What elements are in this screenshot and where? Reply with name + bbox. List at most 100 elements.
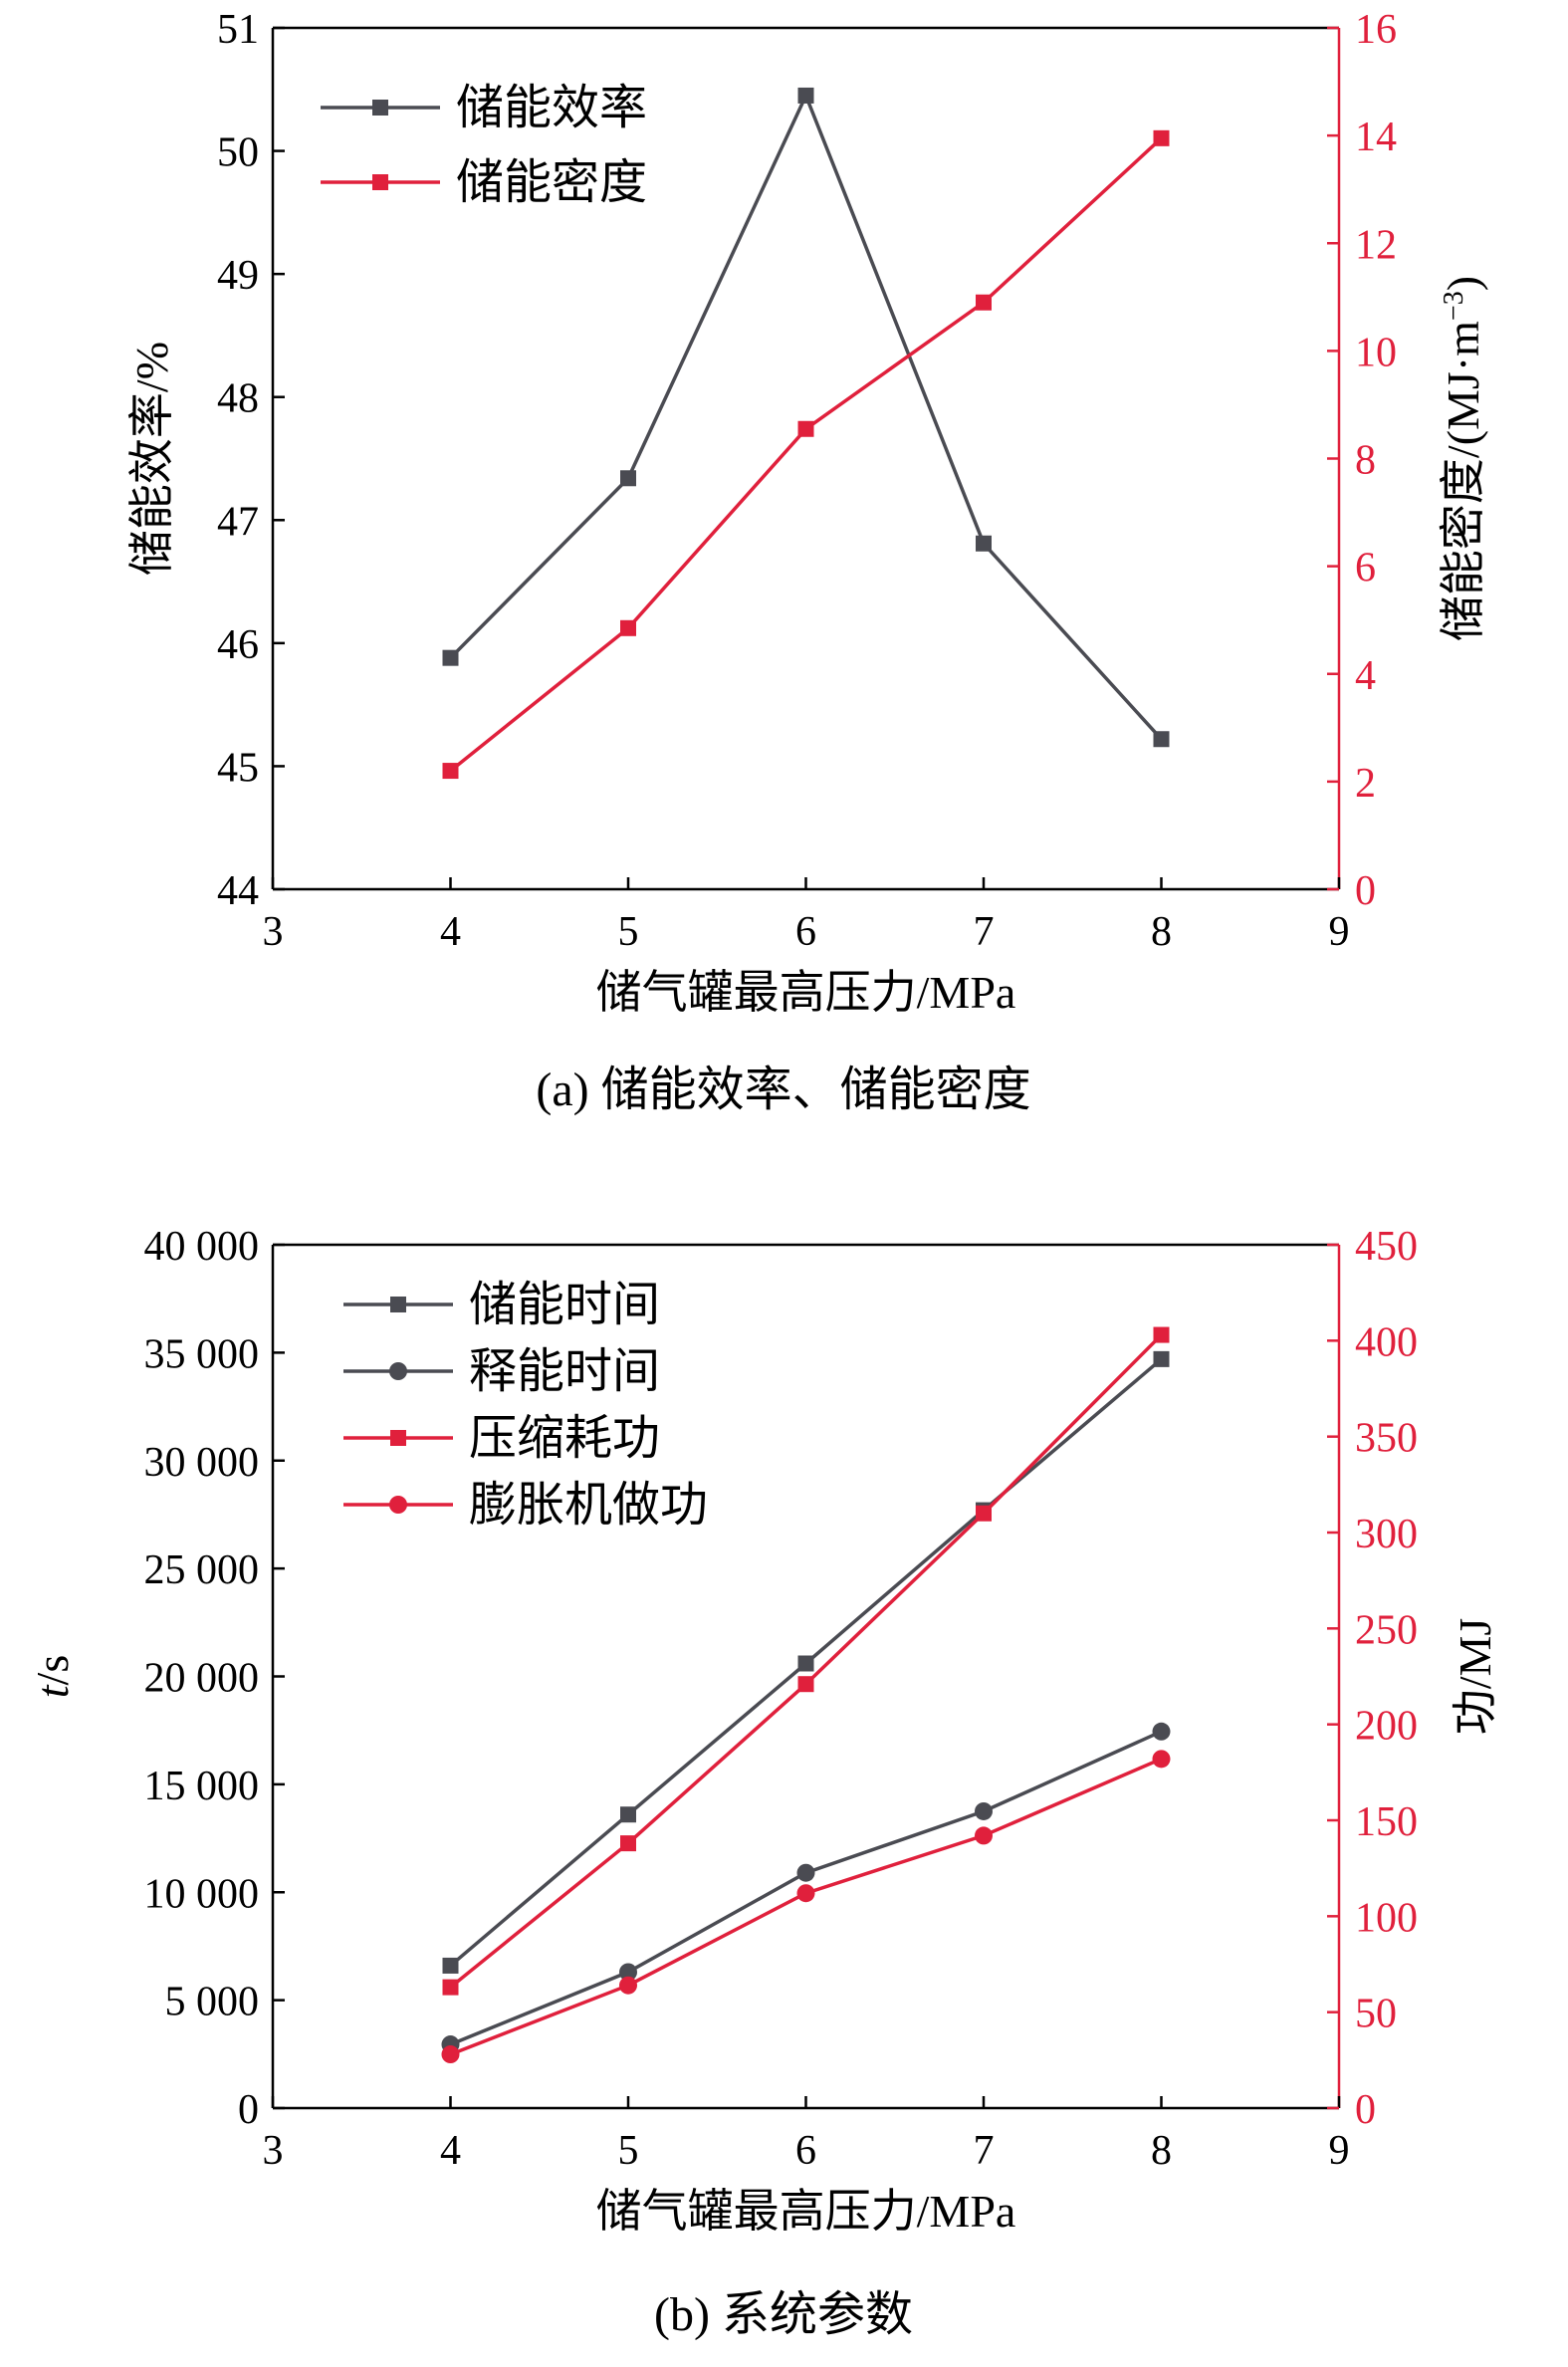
data-point — [620, 1835, 636, 1852]
y-right-tick-label: 0 — [1355, 868, 1376, 914]
y-right-tick-label: 450 — [1355, 1224, 1418, 1270]
y-right-axis-label-sup: −3 — [1439, 291, 1469, 321]
data-point — [976, 294, 992, 311]
x-tick-label: 8 — [1151, 2128, 1172, 2174]
y-left-tick-label: 51 — [217, 7, 259, 53]
y-right-axis-label-main: 功/MJ — [1450, 1618, 1500, 1736]
y-left-tick-label: 25 000 — [144, 1547, 260, 1593]
y-right-tick-label: 16 — [1355, 7, 1397, 53]
data-point — [1153, 731, 1170, 748]
x-tick-label: 6 — [795, 909, 816, 955]
y-right-tick-label: 4 — [1355, 653, 1376, 699]
x-tick-label: 4 — [440, 909, 461, 955]
y-left-tick-label: 35 000 — [144, 1331, 260, 1377]
y-left-tick-label: 46 — [217, 622, 259, 668]
data-point — [1152, 1722, 1171, 1741]
legend-marker — [372, 100, 388, 116]
data-point — [620, 470, 636, 487]
data-point — [442, 1979, 459, 1996]
y-left-tick-label: 0 — [238, 2087, 259, 2133]
y-right-axis-label: 储能密度/(MJ·m−3) — [1438, 276, 1488, 641]
legend-marker — [390, 1297, 406, 1312]
x-tick-label: 3 — [263, 2128, 284, 2174]
x-tick-label: 9 — [1329, 2128, 1350, 2174]
legend-marker — [372, 174, 388, 190]
series-line — [449, 1757, 1163, 2056]
data-point — [1152, 1750, 1171, 1769]
chart-caption: (a) 储能效率、储能密度 — [536, 1064, 1030, 1116]
data-point — [796, 1863, 815, 1882]
data-point — [1153, 1326, 1170, 1343]
legend-label: 储能密度 — [456, 156, 647, 209]
y-right-tick-label: 250 — [1355, 1607, 1418, 1653]
legend-label: 膨胀机做功 — [469, 1479, 708, 1532]
x-tick-label: 5 — [618, 2128, 639, 2174]
y-right-tick-label: 300 — [1355, 1512, 1418, 1557]
y-right-tick-label: 150 — [1355, 1799, 1418, 1845]
x-tick-label: 4 — [440, 2128, 461, 2174]
data-point — [620, 1806, 636, 1823]
y-right-tick-label: 12 — [1355, 222, 1397, 268]
y-right-tick-label: 2 — [1355, 761, 1376, 807]
x-tick-label: 7 — [974, 2128, 995, 2174]
x-tick-label: 7 — [974, 909, 995, 955]
data-point — [442, 1957, 459, 1974]
y-right-tick-label: 8 — [1355, 438, 1376, 484]
data-point — [796, 1884, 815, 1903]
data-point — [619, 1976, 637, 1995]
legend-marker — [389, 1496, 407, 1514]
y-right-tick-label: 350 — [1355, 1416, 1418, 1462]
x-tick-label: 8 — [1151, 909, 1172, 955]
data-point — [1153, 129, 1170, 146]
y-left-tick-label: 10 000 — [144, 1871, 260, 1917]
y-right-axis-label-close: ) — [1438, 276, 1488, 291]
data-point — [620, 619, 636, 636]
data-point — [442, 763, 459, 780]
x-tick-label: 9 — [1329, 909, 1350, 955]
chart-a: 3 4 5 6 7 8 944454647484950510246810121416储气罐最… — [126, 7, 1488, 1116]
legend-marker — [390, 1430, 406, 1446]
y-left-tick-label: 40 000 — [144, 1224, 260, 1270]
y-left-tick-label: 50 — [217, 130, 259, 176]
y-right-tick-label: 100 — [1355, 1895, 1418, 1941]
x-axis-label: 储气罐最高压力/MPa — [596, 2186, 1016, 2237]
y-left-tick-label: 48 — [217, 376, 259, 422]
x-tick-label: 5 — [618, 909, 639, 955]
x-axis-label: 储气罐最高压力/MPa — [596, 967, 1016, 1018]
x-tick-label: 6 — [795, 2128, 816, 2174]
data-point — [1153, 1350, 1170, 1367]
y-right-tick-label: 0 — [1355, 2087, 1376, 2133]
y-right-tick-label: 10 — [1355, 330, 1397, 375]
legend-label: 压缩耗功 — [469, 1412, 660, 1465]
y-right-axis-label: 功/MJ — [1450, 1618, 1500, 1736]
y-left-tick-label: 15 000 — [144, 1764, 260, 1809]
y-left-axis-label-unit: /s — [27, 1655, 78, 1686]
series-line — [449, 136, 1163, 773]
x-tick-label: 3 — [263, 909, 284, 955]
y-left-tick-label: 47 — [217, 499, 259, 545]
y-left-tick-label: 45 — [217, 745, 259, 791]
y-left-tick-label: 49 — [217, 253, 259, 299]
data-point — [976, 535, 992, 552]
data-point — [619, 1963, 637, 1982]
legend-label: 储能时间 — [469, 1279, 660, 1331]
data-point — [975, 1826, 993, 1845]
data-point — [797, 1655, 814, 1672]
y-left-tick-label: 44 — [217, 868, 259, 914]
y-left-tick-label: 5 000 — [165, 1980, 260, 2025]
y-left-axis-label: 储能效率/% — [126, 342, 177, 576]
chart-caption: (b) 系统参数 — [654, 2288, 913, 2341]
y-right-tick-label: 14 — [1355, 115, 1397, 160]
y-right-tick-label: 6 — [1355, 546, 1376, 592]
data-point — [797, 1676, 814, 1693]
data-point — [797, 420, 814, 437]
y-left-tick-label: 20 000 — [144, 1656, 260, 1702]
y-right-axis-label-main: 储能密度/(MJ·m — [1438, 321, 1488, 641]
data-point — [976, 1505, 992, 1522]
y-left-tick-label: 30 000 — [144, 1440, 260, 1486]
data-point — [797, 87, 814, 104]
data-point — [442, 649, 459, 666]
data-point — [441, 2045, 460, 2064]
